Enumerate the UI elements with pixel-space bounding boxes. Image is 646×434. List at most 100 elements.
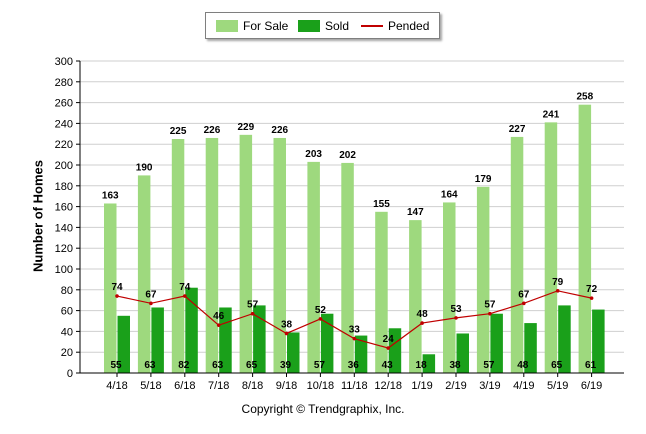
label-sold: 39 [280,360,292,371]
bar-for-sale [409,220,422,373]
bar-for-sale [307,161,320,373]
bar-sold [490,313,503,373]
y-axis-title: Number of Homes [30,160,46,272]
pended-point [149,301,153,306]
label-pended: 67 [145,289,157,300]
label-sold: 57 [314,360,326,371]
bar-sold [253,305,266,373]
label-pended: 48 [417,309,429,320]
label-sold: 65 [246,360,258,371]
pended-point [589,296,594,300]
x-tick-label: 8/18 [242,380,263,392]
label-pended: 57 [247,300,259,311]
legend-swatch-pended [361,25,383,27]
x-tick-label: 5/18 [140,380,161,392]
legend-swatch-sold [298,20,320,32]
y-tick-label: 0 [67,368,73,380]
x-tick-label: 4/19 [513,380,534,392]
bar-for-sale [443,202,456,373]
pended-point [420,321,424,325]
data-labels: 163 55 74 190 63 67 225 82 74 226 63 46 229 65 57 226 39… [102,92,598,371]
label-pended: 53 [450,304,462,315]
x-tick-label: 5/19 [547,380,568,392]
bar-sold [151,307,164,373]
label-sold: 55 [110,360,122,371]
label-for-sale: 147 [407,207,424,218]
label-pended: 74 [179,282,191,293]
label-sold: 48 [517,360,529,371]
label-for-sale: 258 [577,92,594,103]
label-pended: 33 [349,325,361,336]
x-tick-label: 4/18 [106,380,127,392]
bar-sold [287,332,300,373]
label-for-sale: 227 [509,124,526,135]
bar-sold [388,328,402,373]
legend: For Sale Sold Pended [205,12,440,39]
y-tick-label: 280 [55,77,73,89]
bar-for-sale [137,175,151,373]
pended-point [284,331,289,336]
y-tick-label: 260 [55,98,73,110]
x-tick-label: 12/18 [374,380,402,392]
legend-swatch-for-sale [216,20,238,32]
bar-sold [354,335,368,373]
bar-for-sale [205,137,219,373]
legend-label-pended: Pended [388,19,430,33]
legend-label-for-sale: For Sale [243,19,289,33]
pended-point [115,294,119,298]
y-tick-label: 240 [55,118,73,130]
bar-for-sale [578,104,592,374]
y-tick-label: 180 [55,181,73,193]
label-for-sale: 229 [238,122,255,133]
label-pended: 57 [484,300,496,311]
bar-for-sale [104,203,117,373]
y-tick-label: 40 [61,326,73,338]
bar-for-sale [476,186,490,373]
label-for-sale: 179 [475,174,492,185]
bar-sold [185,287,198,373]
bar-for-sale [341,162,354,373]
pended-point [183,294,187,298]
pended-point [352,336,357,341]
x-tick-label: 7/18 [208,380,229,392]
legend-item-sold: Sold [298,19,349,33]
label-sold: 63 [144,360,156,371]
label-pended: 24 [383,334,395,345]
bar-for-sale [239,134,253,373]
label-sold: 82 [178,360,190,371]
pended-point [454,316,458,320]
label-sold: 63 [212,360,224,371]
pended-line [115,289,594,350]
pended-point [488,311,492,316]
x-tick-label: 2/19 [445,380,466,392]
label-sold: 38 [449,360,461,371]
label-sold: 43 [382,360,394,371]
label-sold: 61 [585,360,597,371]
bar-for-sale [510,136,524,373]
bars [104,104,605,374]
label-for-sale: 155 [373,199,390,210]
x-tick-label: 6/19 [581,380,602,392]
x-tick-label: 9/18 [276,380,297,392]
bar-sold [592,309,605,373]
axes: 0 20 40 60 80 100 120 140 160 180 200 220 240 260 280 3… [55,56,624,392]
label-pended: 38 [281,319,293,330]
label-pended: 74 [111,282,123,293]
bar-sold [320,313,334,373]
label-pended: 72 [586,284,598,295]
label-pended: 52 [315,305,327,316]
x-tick-label: 1/19 [411,380,432,392]
pended-point [555,289,560,293]
label-sold: 65 [551,360,563,371]
label-pended: 67 [518,289,530,300]
y-tick-label: 60 [61,306,73,318]
x-tick-label: 3/19 [479,380,500,392]
bar-for-sale [544,122,558,373]
y-tick-label: 140 [55,222,73,234]
y-tick-label: 120 [55,243,73,255]
label-pended: 46 [213,311,225,322]
pended-point [386,346,391,350]
label-for-sale: 225 [170,126,187,137]
legend-item-for-sale: For Sale [216,19,288,33]
pended-point [522,301,526,306]
